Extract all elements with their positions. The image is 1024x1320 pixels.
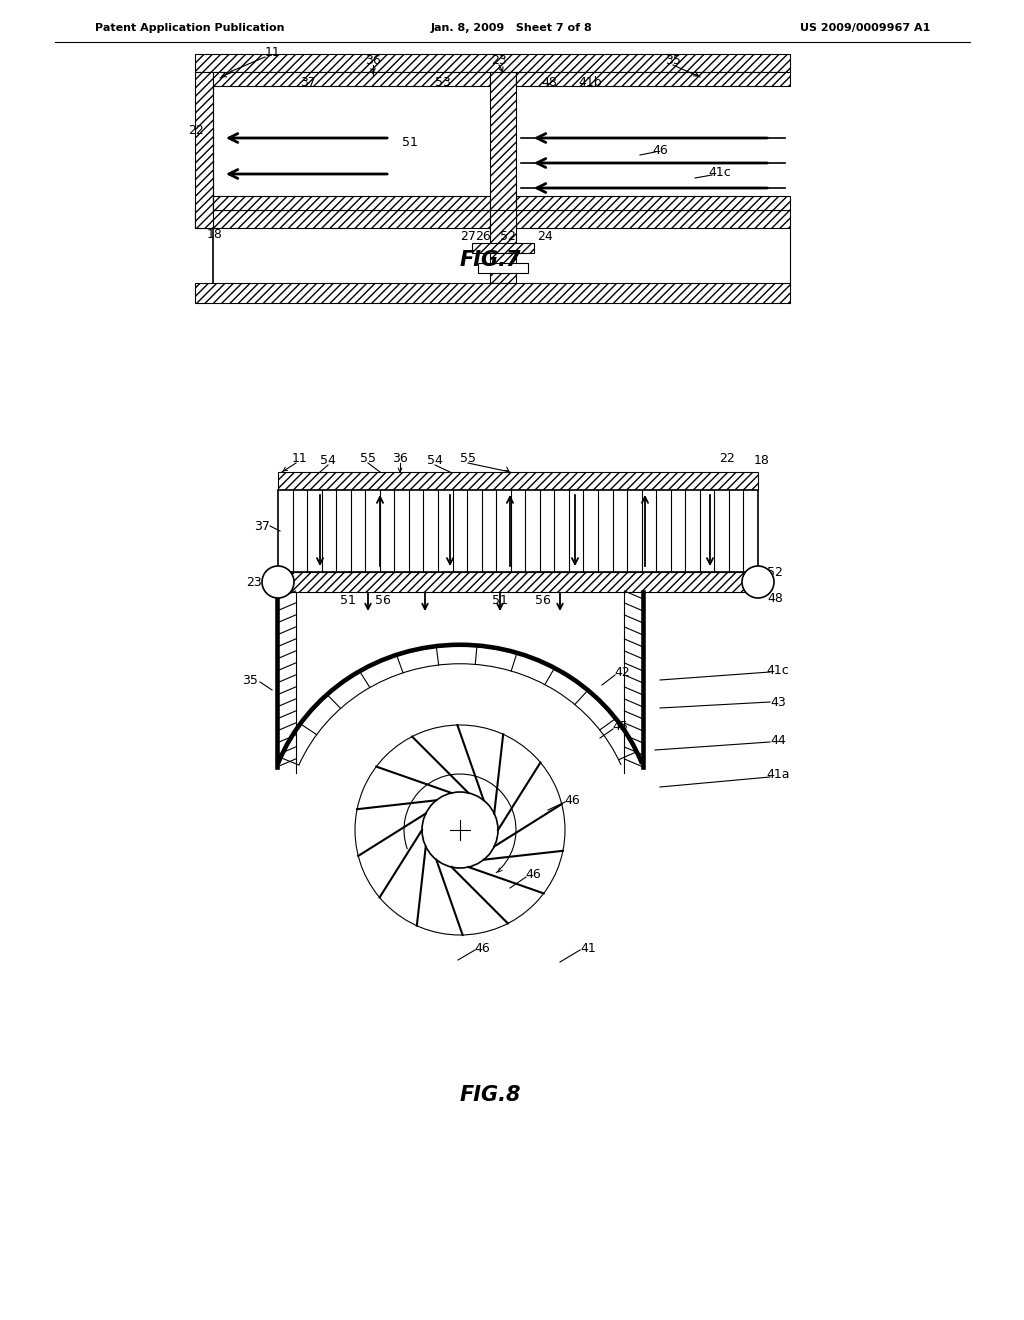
Text: 48: 48 (767, 591, 783, 605)
Text: 18: 18 (207, 227, 223, 240)
Text: 35: 35 (665, 54, 681, 66)
Text: 41c: 41c (709, 166, 731, 180)
Text: 45: 45 (612, 721, 628, 734)
Text: 22: 22 (719, 451, 735, 465)
Text: 52: 52 (500, 231, 516, 243)
Text: 54: 54 (321, 454, 336, 466)
Text: 37: 37 (300, 77, 316, 90)
Circle shape (742, 566, 774, 598)
Text: 46: 46 (652, 144, 668, 157)
Text: 51: 51 (340, 594, 356, 606)
Bar (278, 572, 758, 591)
Bar (195, 282, 790, 304)
Text: 47: 47 (474, 829, 489, 842)
Circle shape (262, 566, 294, 598)
Bar (213, 73, 490, 86)
Text: 18: 18 (754, 454, 770, 466)
Bar (195, 73, 213, 228)
Bar (516, 195, 790, 210)
Bar (516, 73, 790, 86)
Text: 23: 23 (246, 576, 262, 589)
Text: 51: 51 (402, 136, 418, 149)
Text: 24: 24 (538, 231, 553, 243)
Text: 41b: 41b (579, 77, 602, 90)
Text: 22: 22 (188, 124, 204, 136)
Text: 35: 35 (242, 673, 258, 686)
Bar (278, 490, 758, 572)
Text: 48: 48 (541, 77, 557, 90)
Text: FIG.8: FIG.8 (459, 1085, 521, 1105)
Text: 42: 42 (614, 665, 630, 678)
Text: 41a: 41a (766, 768, 790, 781)
Text: 11: 11 (265, 45, 281, 58)
Text: 54: 54 (427, 454, 443, 466)
Circle shape (422, 792, 498, 869)
Text: 53: 53 (435, 75, 451, 88)
Bar (478, 263, 528, 273)
Bar (490, 210, 516, 282)
Text: 23: 23 (492, 54, 507, 66)
Text: 46: 46 (474, 941, 489, 954)
Text: 36: 36 (366, 54, 381, 66)
Text: 44: 44 (770, 734, 785, 747)
Bar (195, 210, 790, 228)
Text: 41c: 41c (767, 664, 790, 676)
Bar (278, 473, 758, 490)
Text: 46: 46 (564, 793, 580, 807)
Text: 52: 52 (767, 565, 783, 578)
Bar (472, 243, 534, 253)
Text: Patent Application Publication: Patent Application Publication (95, 22, 285, 33)
Text: 51: 51 (493, 594, 508, 606)
Bar (490, 73, 516, 228)
Text: 46: 46 (525, 869, 541, 882)
Text: 56: 56 (375, 594, 391, 606)
Text: 56: 56 (536, 594, 551, 606)
Text: 26: 26 (475, 231, 490, 243)
Text: 37: 37 (254, 520, 270, 532)
Text: Jan. 8, 2009   Sheet 7 of 8: Jan. 8, 2009 Sheet 7 of 8 (431, 22, 593, 33)
Bar (195, 54, 790, 73)
Text: 43: 43 (770, 696, 785, 709)
Text: 36: 36 (392, 451, 408, 465)
Text: 27: 27 (460, 231, 476, 243)
Bar (213, 195, 490, 210)
Text: US 2009/0009967 A1: US 2009/0009967 A1 (800, 22, 930, 33)
Text: FIG.7: FIG.7 (459, 249, 521, 271)
Text: 55: 55 (360, 451, 376, 465)
Text: 55: 55 (460, 451, 476, 465)
Text: 41: 41 (581, 941, 596, 954)
Text: 11: 11 (292, 451, 308, 465)
